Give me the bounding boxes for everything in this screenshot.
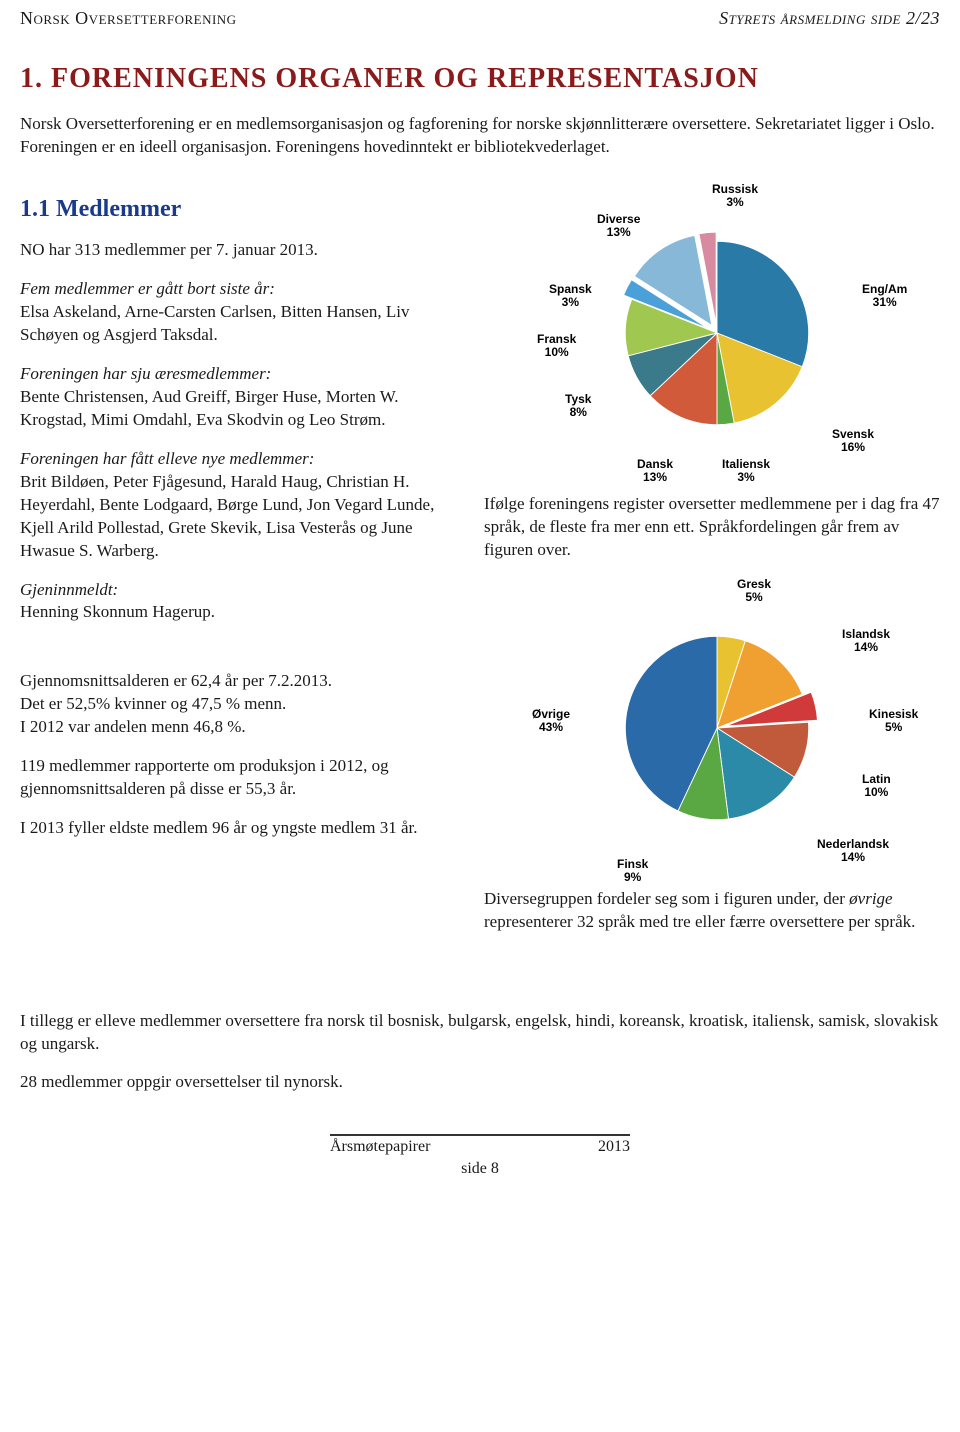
new-names: Brit Bildøen, Peter Fjågesund, Harald Ha… bbox=[20, 472, 434, 560]
header-left: Norsk Oversetterforening bbox=[20, 8, 237, 29]
rejoined-intro: Gjeninnmeldt: bbox=[20, 580, 118, 599]
language-pie-chart: Eng/Am31% Svensk16% Italiensk3% Dansk13% Tys… bbox=[497, 183, 927, 483]
two-column-layout: 1.1 Medlemmer NO har 313 medlemmer per 7… bbox=[20, 183, 940, 950]
pie-label: Dansk13% bbox=[637, 458, 673, 484]
footer-page: side 8 bbox=[20, 1160, 940, 1178]
pie-label: Italiensk3% bbox=[722, 458, 770, 484]
rejoined-names: Henning Skonnum Hagerup. bbox=[20, 602, 215, 621]
additional-languages: I tillegg er elleve medlemmer oversetter… bbox=[20, 1010, 940, 1056]
pie-label: Gresk5% bbox=[737, 578, 771, 604]
nynorsk-note: 28 medlemmer oppgir oversettelser til ny… bbox=[20, 1071, 940, 1094]
pie1-svg bbox=[607, 223, 827, 443]
chart2-text-b: representerer 32 språk med tre eller fær… bbox=[484, 912, 915, 931]
page-footer: Årsmøtepapirer 2013 side 8 bbox=[20, 1134, 940, 1178]
deceased-members: Fem medlemmer er gått bort siste år: Els… bbox=[20, 278, 460, 347]
section-title: 1. FORENINGENS ORGANER OG REPRESENTASJON bbox=[20, 63, 940, 95]
chart2-caption: Diversegruppen fordeler seg som i figure… bbox=[484, 888, 940, 934]
pie-label: Islandsk14% bbox=[842, 628, 890, 654]
left-column: 1.1 Medlemmer NO har 313 medlemmer per 7… bbox=[20, 183, 460, 950]
pie-label: Russisk3% bbox=[712, 183, 758, 209]
right-column: Eng/Am31% Svensk16% Italiensk3% Dansk13% Tys… bbox=[484, 183, 940, 950]
new-members: Foreningen har fått elleve nye medlemmer… bbox=[20, 448, 460, 563]
closing-paragraphs: I tillegg er elleve medlemmer oversetter… bbox=[20, 1010, 940, 1095]
deceased-names: Elsa Askeland, Arne-Carsten Carlsen, Bit… bbox=[20, 302, 410, 344]
page-header: Norsk Oversetterforening Styrets årsmeld… bbox=[20, 0, 940, 33]
chart2-text-a: Diversegruppen fordeler seg som i figure… bbox=[484, 889, 849, 908]
pie-label: Kinesisk5% bbox=[869, 708, 918, 734]
header-right: Styrets årsmelding side 2/23 bbox=[719, 8, 940, 29]
pie-label: Eng/Am31% bbox=[862, 283, 907, 309]
pie-label: Finsk9% bbox=[617, 858, 648, 884]
chart2-text-italic: øvrige bbox=[849, 889, 892, 908]
rejoined-members: Gjeninnmeldt: Henning Skonnum Hagerup. bbox=[20, 579, 460, 625]
pie-label: Spansk3% bbox=[549, 283, 592, 309]
avg-age: Gjennomsnittsalderen er 62,4 år per 7.2.… bbox=[20, 670, 460, 739]
pie-label: Nederlandsk14% bbox=[817, 838, 889, 864]
member-count: NO har 313 medlemmer per 7. januar 2013. bbox=[20, 239, 460, 262]
pie-label: Øvrige43% bbox=[532, 708, 570, 734]
chart1-caption: Ifølge foreningens register oversetter m… bbox=[484, 493, 940, 562]
pie-label: Fransk10% bbox=[537, 333, 576, 359]
footer-left: Årsmøtepapirer bbox=[330, 1138, 430, 1156]
pie2-svg bbox=[607, 618, 827, 838]
pie-label: Diverse13% bbox=[597, 213, 640, 239]
honorary-names: Bente Christensen, Aud Greiff, Birger Hu… bbox=[20, 387, 399, 429]
new-intro: Foreningen har fått elleve nye medlemmer… bbox=[20, 449, 314, 468]
footer-line: Årsmøtepapirer 2013 bbox=[330, 1134, 630, 1156]
intro-paragraph: Norsk Oversetterforening er en medlemsor… bbox=[20, 113, 940, 159]
production-report: 119 medlemmer rapporterte om produksjon … bbox=[20, 755, 460, 801]
pie-label: Latin10% bbox=[862, 773, 891, 799]
age-range: I 2013 fyller eldste medlem 96 år og yng… bbox=[20, 817, 460, 840]
subsection-title: 1.1 Medlemmer bbox=[20, 193, 460, 225]
footer-right: 2013 bbox=[598, 1138, 630, 1156]
honorary-members: Foreningen har sju æresmedlemmer: Bente … bbox=[20, 363, 460, 432]
honorary-intro: Foreningen har sju æresmedlemmer: bbox=[20, 364, 271, 383]
deceased-intro: Fem medlemmer er gått bort siste år: bbox=[20, 279, 275, 298]
pie-label: Svensk16% bbox=[832, 428, 874, 454]
pie-label: Tysk8% bbox=[565, 393, 591, 419]
diverse-pie-chart: Gresk5% Islandsk14% Kinesisk5% Latin10% Nede… bbox=[497, 578, 927, 878]
